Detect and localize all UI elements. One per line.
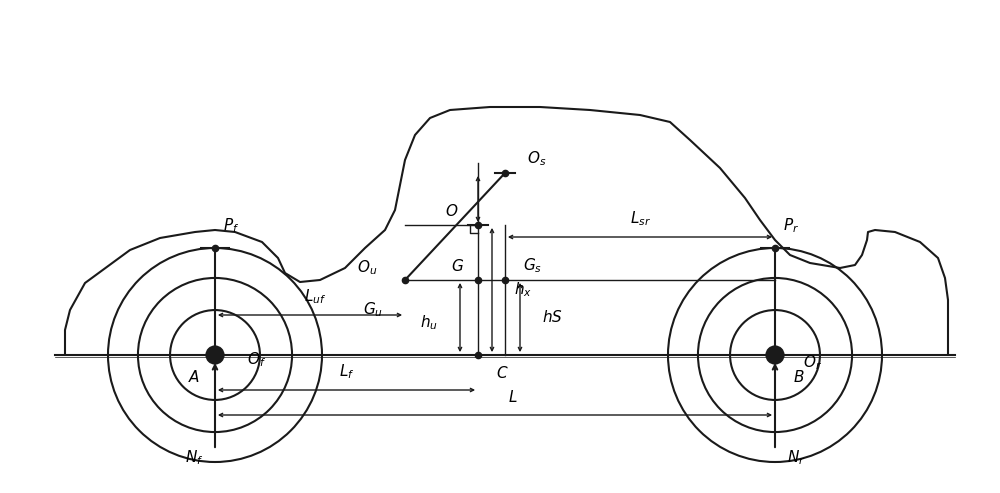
Text: $G_u$: $G_u$ [363, 300, 383, 319]
Text: $L_{sr}$: $L_{sr}$ [630, 210, 650, 228]
Text: $O_f$: $O_f$ [247, 351, 266, 369]
Circle shape [206, 347, 224, 363]
Text: $P_f$: $P_f$ [223, 216, 239, 235]
Circle shape [766, 347, 784, 363]
Text: $N_r$: $N_r$ [787, 449, 805, 467]
Text: $G_s$: $G_s$ [523, 257, 542, 276]
Text: $L$: $L$ [508, 389, 518, 405]
Text: $h_u$: $h_u$ [420, 313, 438, 332]
Text: $O_r$: $O_r$ [803, 353, 822, 372]
Text: $L_{uf}$: $L_{uf}$ [304, 287, 326, 306]
Text: $A$: $A$ [188, 369, 200, 385]
Text: $O$: $O$ [445, 203, 458, 219]
Text: $G$: $G$ [451, 258, 464, 274]
Text: $P_r$: $P_r$ [783, 216, 799, 235]
Text: $hS$: $hS$ [542, 310, 563, 325]
Text: $h_x$: $h_x$ [514, 281, 532, 299]
Text: $L_f$: $L_f$ [339, 363, 354, 382]
Text: $O_s$: $O_s$ [527, 150, 546, 168]
Text: $C$: $C$ [496, 365, 509, 381]
Text: $O_u$: $O_u$ [357, 259, 377, 278]
Text: $B$: $B$ [793, 369, 805, 385]
Text: $N_f$: $N_f$ [185, 449, 203, 467]
